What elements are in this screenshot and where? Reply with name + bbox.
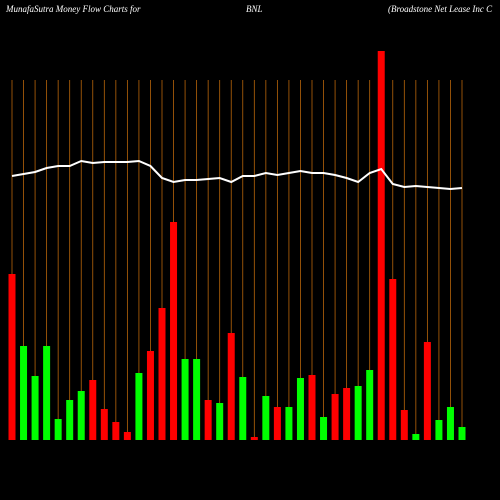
bar <box>158 308 166 440</box>
bar <box>193 359 201 440</box>
bar <box>239 377 247 440</box>
bar <box>262 396 270 440</box>
chart-subtitle: BNL <box>246 4 263 14</box>
bar <box>8 274 16 440</box>
bar <box>343 388 351 440</box>
bar <box>458 427 466 440</box>
bar <box>250 437 258 440</box>
bar <box>31 376 39 440</box>
bar <box>296 378 304 440</box>
bar <box>77 391 85 440</box>
bar <box>320 417 328 440</box>
bar <box>181 359 189 440</box>
bar <box>112 422 120 440</box>
bar <box>20 346 28 440</box>
chart-title: MunafaSutra Money Flow Charts for <box>5 4 141 14</box>
bar <box>146 351 154 440</box>
bar <box>216 403 224 440</box>
bar <box>54 419 62 440</box>
annotation: (Broadstone Net Lease Inc C <box>388 4 493 14</box>
bar <box>170 222 178 440</box>
bar <box>446 407 454 440</box>
bar <box>389 279 397 440</box>
bar <box>354 386 362 440</box>
bar <box>423 342 431 440</box>
bar <box>366 370 374 440</box>
bar <box>43 346 51 440</box>
bar <box>377 51 385 440</box>
flow-line <box>11 159 463 191</box>
bar <box>100 409 108 440</box>
bar <box>331 394 339 440</box>
bar <box>135 373 143 440</box>
bar <box>227 333 235 440</box>
bar <box>412 434 420 440</box>
bar <box>308 375 316 440</box>
bar <box>89 380 97 440</box>
bar <box>123 432 131 440</box>
bar <box>400 410 408 440</box>
bar <box>204 400 212 440</box>
bar <box>66 400 74 440</box>
bar <box>273 407 281 440</box>
bar <box>285 407 293 440</box>
bar <box>435 420 443 440</box>
